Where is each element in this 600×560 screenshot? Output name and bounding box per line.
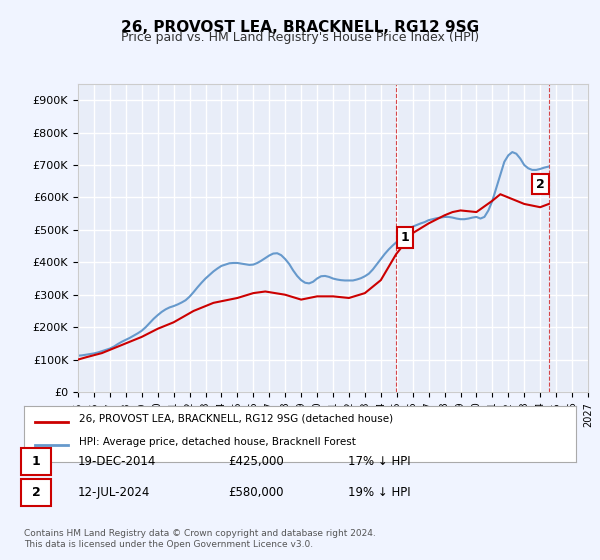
Text: 1: 1 xyxy=(32,455,40,468)
Text: 26, PROVOST LEA, BRACKNELL, RG12 9SG: 26, PROVOST LEA, BRACKNELL, RG12 9SG xyxy=(121,20,479,35)
Text: 19% ↓ HPI: 19% ↓ HPI xyxy=(348,486,410,499)
Text: 2: 2 xyxy=(32,486,40,499)
Text: Contains HM Land Registry data © Crown copyright and database right 2024.
This d: Contains HM Land Registry data © Crown c… xyxy=(24,529,376,549)
Text: 19-DEC-2014: 19-DEC-2014 xyxy=(78,455,157,468)
Text: 26, PROVOST LEA, BRACKNELL, RG12 9SG (detached house): 26, PROVOST LEA, BRACKNELL, RG12 9SG (de… xyxy=(79,414,394,424)
Text: 1: 1 xyxy=(401,231,410,244)
Text: £580,000: £580,000 xyxy=(228,486,284,499)
Text: 2: 2 xyxy=(536,178,545,191)
Text: 17% ↓ HPI: 17% ↓ HPI xyxy=(348,455,410,468)
Text: Price paid vs. HM Land Registry's House Price Index (HPI): Price paid vs. HM Land Registry's House … xyxy=(121,31,479,44)
Text: £425,000: £425,000 xyxy=(228,455,284,468)
Text: 12-JUL-2024: 12-JUL-2024 xyxy=(78,486,151,499)
Text: HPI: Average price, detached house, Bracknell Forest: HPI: Average price, detached house, Brac… xyxy=(79,437,356,447)
